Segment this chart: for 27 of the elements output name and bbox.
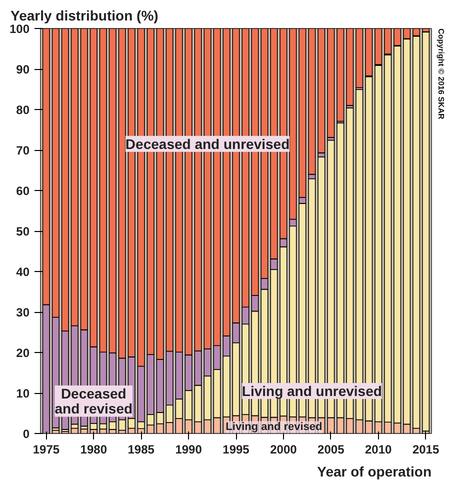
y-tick-label: 60 (16, 184, 30, 198)
annotation: Living and unrevised (242, 382, 382, 399)
x-tick-label: 1975 (32, 442, 60, 456)
x-tick-label: 2000 (270, 442, 298, 456)
y-tick-label: 30 (16, 306, 30, 320)
y-tick-label: 50 (16, 224, 30, 238)
x-tick-label: 1995 (222, 442, 250, 456)
y-tick-label: 80 (16, 103, 30, 117)
y-tick-label: 40 (16, 265, 30, 279)
x-tick-label: 1980 (80, 442, 108, 456)
x-axis-title: Year of operation (317, 464, 432, 480)
y-tick-label: 20 (16, 346, 30, 360)
x-tick-label: 1990 (175, 442, 202, 456)
x-tick-label: 2010 (365, 442, 392, 456)
x-tick-label: 2005 (318, 442, 345, 456)
y-tick-label: 10 (16, 386, 30, 400)
y-tick-label: 90 (16, 62, 30, 76)
annotation: Deceased and unrevised (125, 136, 290, 152)
annotation: Deceased and revised (54, 386, 133, 417)
y-tick-label: 0 (22, 427, 30, 441)
y-tick-label: 100 (9, 22, 30, 36)
text: Copyright © 2016 SKAR (436, 28, 446, 120)
y-tick-label: 70 (16, 144, 30, 158)
x-tick-label: 1985 (128, 442, 155, 456)
annotation: Living and revised (226, 421, 322, 434)
y-axis-title: Yearly distribution (%) (10, 8, 158, 24)
x-tick-label: 2015 (412, 442, 440, 456)
